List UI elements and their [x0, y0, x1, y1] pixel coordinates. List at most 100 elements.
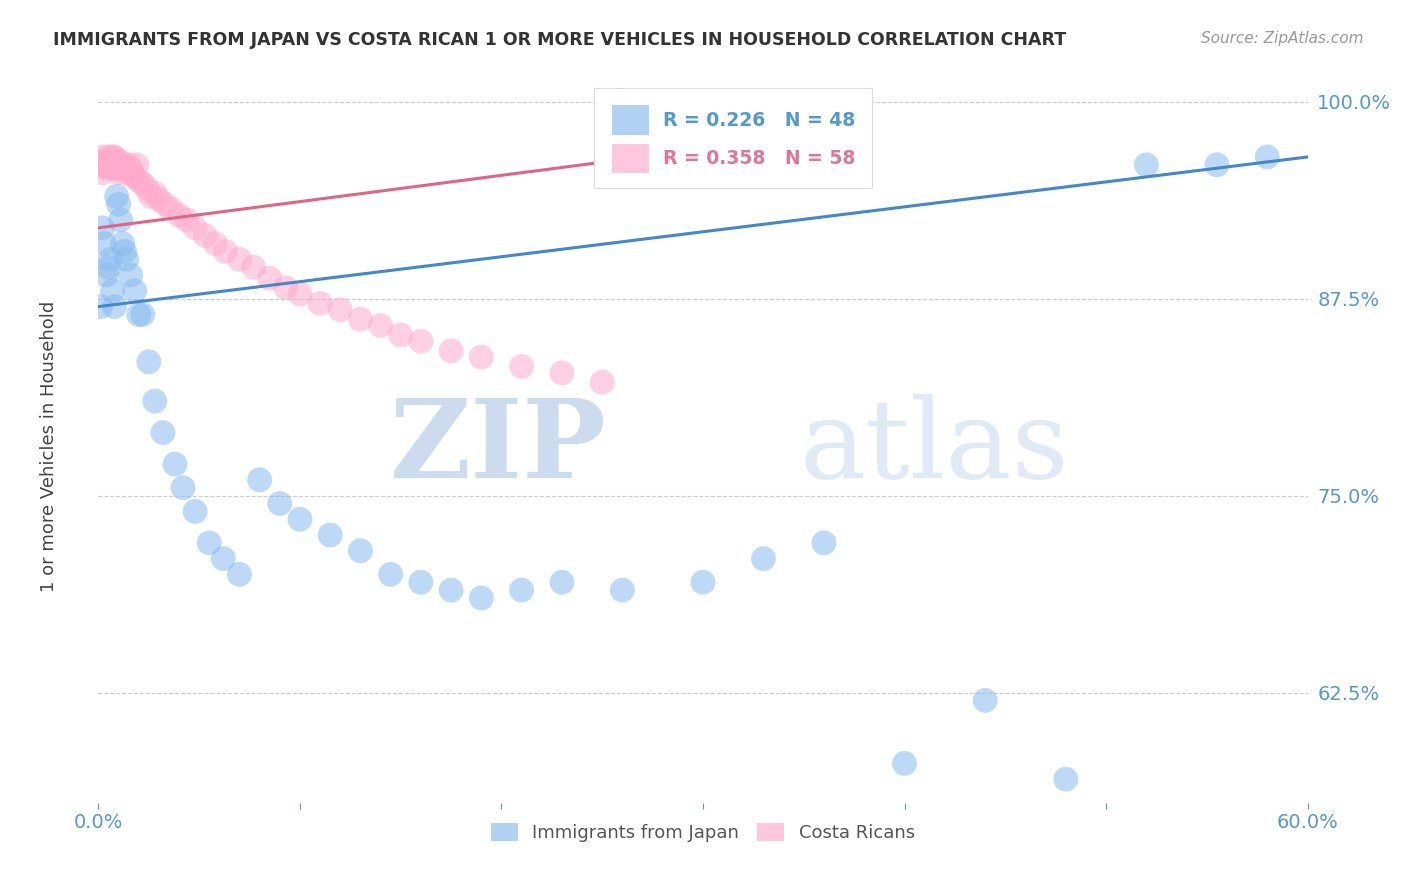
Point — [1054, 772, 1077, 787]
Point — [110, 213, 132, 227]
Point — [114, 161, 136, 175]
Point — [167, 208, 190, 222]
Point — [274, 281, 297, 295]
Point — [893, 756, 915, 771]
Text: Source: ZipAtlas.com: Source: ZipAtlas.com — [1201, 31, 1364, 46]
Point — [138, 355, 160, 369]
Point — [97, 154, 120, 169]
Point — [228, 567, 250, 582]
Point — [591, 375, 613, 389]
Point — [228, 252, 250, 267]
Legend: Immigrants from Japan, Costa Ricans: Immigrants from Japan, Costa Ricans — [484, 815, 922, 849]
Point — [349, 312, 371, 326]
FancyBboxPatch shape — [613, 144, 648, 173]
Point — [692, 575, 714, 590]
Point — [93, 158, 115, 172]
Point — [125, 158, 148, 172]
Point — [103, 161, 125, 175]
FancyBboxPatch shape — [595, 88, 872, 188]
Point — [100, 252, 122, 267]
Point — [120, 161, 142, 175]
Point — [124, 170, 146, 185]
Point — [128, 308, 150, 322]
Point — [172, 481, 194, 495]
Point — [470, 591, 492, 605]
Point — [100, 161, 122, 175]
Point — [101, 150, 124, 164]
Point — [107, 166, 129, 180]
Point — [974, 693, 997, 707]
Point — [752, 551, 775, 566]
Point — [139, 189, 162, 203]
Point — [194, 228, 217, 243]
Point — [813, 536, 835, 550]
Text: atlas: atlas — [800, 394, 1070, 501]
Text: ZIP: ZIP — [389, 394, 606, 501]
Point — [120, 268, 142, 282]
Point — [91, 166, 114, 180]
Point — [1206, 158, 1229, 172]
Point — [128, 173, 150, 187]
Point — [288, 512, 311, 526]
Point — [148, 193, 170, 207]
Point — [124, 284, 146, 298]
Point — [143, 186, 166, 201]
Point — [440, 583, 463, 598]
Point — [121, 166, 143, 180]
Point — [101, 158, 124, 172]
Point — [110, 161, 132, 175]
Text: R = 0.226   N = 48: R = 0.226 N = 48 — [664, 111, 855, 129]
Point — [107, 197, 129, 211]
Text: 1 or more Vehicles in Household: 1 or more Vehicles in Household — [41, 301, 58, 591]
Point — [97, 150, 120, 164]
Point — [115, 252, 138, 267]
Point — [329, 302, 352, 317]
Point — [89, 158, 111, 172]
Point — [551, 366, 574, 380]
Point — [380, 567, 402, 582]
Point — [184, 220, 207, 235]
Text: IMMIGRANTS FROM JAPAN VS COSTA RICAN 1 OR MORE VEHICLES IN HOUSEHOLD CORRELATION: IMMIGRANTS FROM JAPAN VS COSTA RICAN 1 O… — [53, 31, 1067, 49]
Point — [389, 328, 412, 343]
Point — [105, 154, 128, 169]
Point — [1135, 158, 1157, 172]
Point — [105, 161, 128, 175]
Point — [93, 236, 115, 251]
Point — [440, 343, 463, 358]
Point — [1256, 150, 1278, 164]
Point — [132, 308, 155, 322]
Point — [212, 551, 235, 566]
Point — [214, 244, 236, 259]
Point — [349, 543, 371, 558]
Point — [135, 181, 157, 195]
Point — [309, 296, 332, 310]
Point — [111, 236, 134, 251]
Point — [115, 166, 138, 180]
Point — [110, 154, 132, 169]
Point — [101, 284, 124, 298]
Point — [143, 394, 166, 409]
Point — [160, 202, 183, 216]
Point — [204, 236, 226, 251]
Point — [100, 158, 122, 172]
Point — [107, 158, 129, 172]
Point — [96, 161, 118, 175]
Point — [269, 496, 291, 510]
Point — [89, 300, 111, 314]
Point — [176, 213, 198, 227]
Point — [105, 189, 128, 203]
Point — [551, 575, 574, 590]
Point — [153, 197, 176, 211]
Point — [91, 220, 114, 235]
Point — [91, 150, 114, 164]
Point — [198, 536, 221, 550]
Point — [370, 318, 392, 333]
Point — [288, 287, 311, 301]
Point — [103, 150, 125, 164]
Point — [470, 350, 492, 364]
FancyBboxPatch shape — [613, 105, 648, 135]
Point — [184, 504, 207, 518]
Point — [93, 154, 115, 169]
Point — [510, 583, 533, 598]
Point — [97, 260, 120, 275]
